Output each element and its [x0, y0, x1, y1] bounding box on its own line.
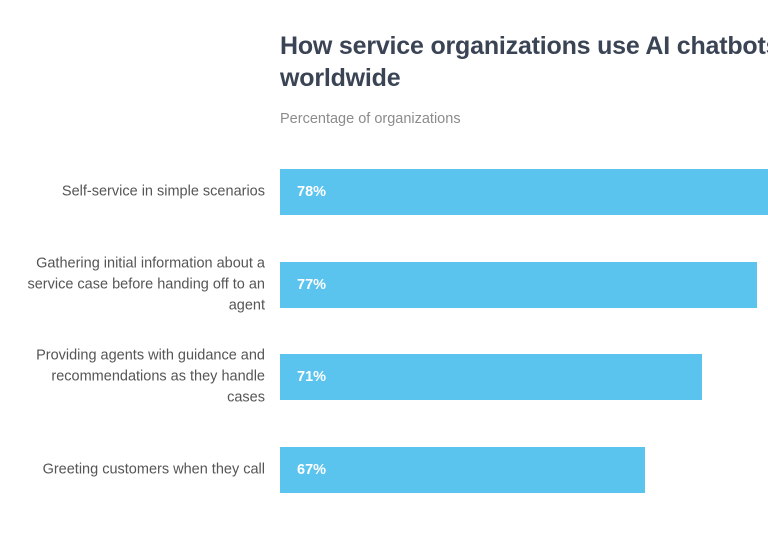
bar-track: 71%: [280, 354, 702, 400]
bar-fill[interactable]: 78%: [280, 169, 768, 215]
bar-value-label: 78%: [297, 184, 327, 200]
chart-subtitle: Percentage of organizations: [280, 111, 461, 127]
bar-fill[interactable]: 71%: [280, 354, 702, 400]
chart-header: How service organizations use AI chatbot…: [280, 30, 768, 128]
bar-track: 67%: [280, 446, 645, 493]
bar-row: Self-service in simple scenarios 78%: [0, 169, 768, 215]
category-label: Providing agents with guidance and recom…: [36, 347, 270, 406]
chart-title: How service organizations use AI chatbot…: [280, 32, 768, 92]
bar-row: Providing agents with guidance and recom…: [0, 347, 768, 406]
bar-fill[interactable]: 77%: [280, 261, 757, 308]
category-label: Self-service in simple scenarios: [61, 183, 265, 200]
bar-value-label: 77%: [297, 276, 327, 293]
bar-fill[interactable]: 67%: [280, 446, 645, 493]
bar-value-label: 71%: [297, 369, 327, 385]
category-label: Gathering initial information about a se…: [27, 254, 270, 314]
bar-row: Gathering initial information about a se…: [0, 255, 768, 313]
bar-track: 78%: [280, 169, 768, 215]
bar-track: 77%: [280, 261, 757, 308]
category-label: Greeting customers when they call: [42, 460, 265, 477]
bar-row: Greeting customers when they call 67%: [0, 446, 768, 493]
bar-value-label: 67%: [297, 461, 327, 478]
